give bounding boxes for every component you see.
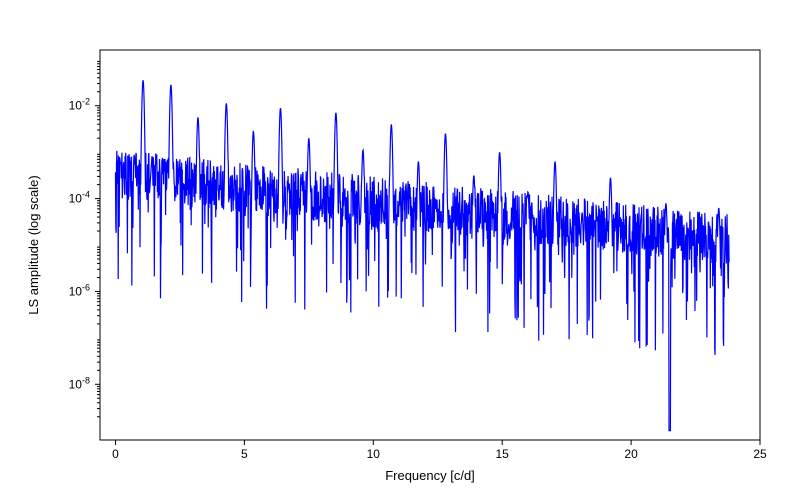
x-tick-label: 20 bbox=[624, 447, 638, 461]
x-tick-label: 15 bbox=[496, 447, 510, 461]
y-tick-label: 10-8 bbox=[69, 375, 90, 391]
x-tick-label: 10 bbox=[367, 447, 381, 461]
y-axis-label: LS amplitude (log scale) bbox=[26, 175, 41, 314]
chart-svg: 0 5 10 15 20 25 10-8 10-6 10-4 10-2 Frequency [c/… bbox=[0, 0, 800, 500]
x-tick-label: 25 bbox=[753, 447, 767, 461]
y-tick-label: 10-6 bbox=[69, 282, 90, 298]
x-tick-label: 0 bbox=[112, 447, 119, 461]
periodogram-chart: 0 5 10 15 20 25 10-8 10-6 10-4 10-2 Frequency [c/… bbox=[0, 0, 800, 500]
x-tick-label: 5 bbox=[241, 447, 248, 461]
plot-area bbox=[115, 80, 729, 431]
x-axis-label: Frequency [c/d] bbox=[385, 468, 475, 483]
y-tick-label: 10-2 bbox=[69, 97, 90, 113]
y-tick-label: 10-4 bbox=[69, 190, 90, 206]
spectrum-line bbox=[115, 80, 729, 431]
